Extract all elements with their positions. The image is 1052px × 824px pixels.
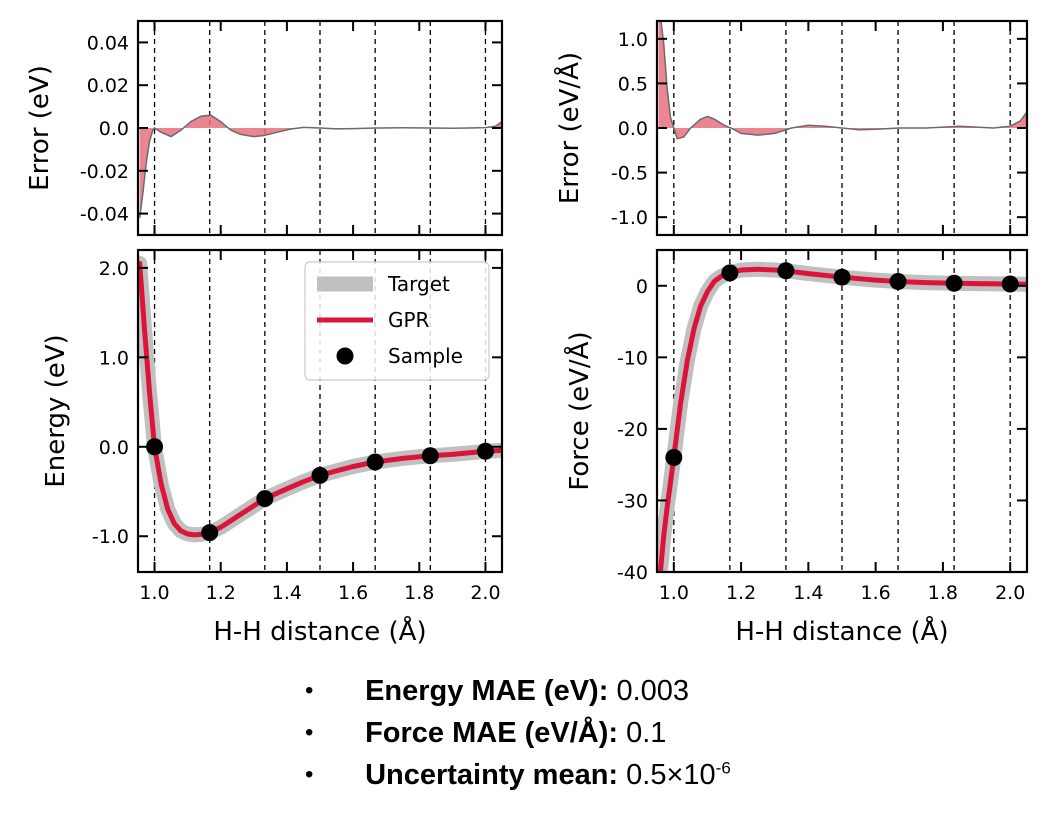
x-tick-label: 1.4 (793, 582, 823, 604)
y-axis-label: Error (eV/Å) (553, 52, 585, 204)
x-tick-label: 1.8 (928, 582, 958, 604)
summary-exponent: -6 (715, 758, 731, 778)
legend-label: GPR (388, 308, 430, 332)
sample-point (421, 447, 439, 465)
y-tick-label: 0.04 (87, 32, 129, 54)
x-axis-label: H-H distance (Å) (735, 615, 948, 647)
summary-item-uncertainty: • Uncertainty mean: 0.5×10-6 (305, 754, 905, 796)
x-tick-label: 1.8 (404, 582, 434, 604)
error-line (658, 21, 1027, 140)
y-tick-label: -0.02 (80, 161, 129, 183)
summary-list: • Energy MAE (eV): 0.003 • Force MAE (eV… (305, 670, 905, 796)
y-tick-label: 0.5 (618, 73, 648, 95)
y-tick-label: 0.0 (99, 437, 129, 459)
sample-point (201, 524, 219, 542)
y-axis-label: Energy (eV) (41, 334, 71, 487)
bullet-icon: • (305, 677, 314, 704)
x-tick-label: 1.0 (139, 582, 169, 604)
legend-sample-swatch (336, 347, 354, 365)
x-tick-label: 1.6 (861, 582, 891, 604)
y-tick-label: -10 (617, 347, 648, 369)
summary-value: 0.003 (616, 675, 690, 707)
summary-label: Uncertainty mean: (365, 759, 619, 791)
sample-point (146, 438, 164, 456)
sample-point (833, 268, 851, 286)
sample-point (665, 449, 683, 467)
bullet-icon: • (305, 761, 314, 788)
legend-label: Sample (388, 344, 463, 368)
sample-point (889, 272, 907, 290)
force-plot-area (657, 250, 1027, 572)
y-axis-label: Error (eV) (25, 65, 55, 191)
energy_error-plot-area (138, 21, 502, 235)
series-target-line (657, 261, 1027, 572)
error-line (138, 114, 502, 218)
y-tick-label: -40 (617, 562, 648, 584)
x-tick-label: 2.0 (470, 582, 500, 604)
bullet-icon: • (305, 719, 314, 746)
x-tick-label: 1.0 (659, 582, 689, 604)
y-tick-label: -30 (617, 490, 648, 512)
summary-item-energy-mae: • Energy MAE (eV): 0.003 (305, 670, 905, 712)
y-tick-label: -0.04 (80, 204, 129, 226)
energy-plot-area (138, 250, 502, 572)
sample-point (256, 490, 274, 508)
force_error-plot-area (658, 21, 1027, 235)
y-tick-label: 2.0 (99, 258, 129, 280)
sample-point (777, 262, 795, 280)
summary-value: 0.5×10 (626, 759, 716, 791)
y-tick-label: 0 (636, 276, 648, 298)
summary-label: Energy MAE (eV): (365, 675, 609, 707)
sample-point (366, 453, 384, 471)
y-tick-label: -20 (617, 419, 648, 441)
x-axis-label: H-H distance (Å) (213, 615, 426, 647)
series-gpr-line (138, 260, 502, 538)
y-tick-label: 0.0 (99, 118, 129, 140)
sample-point (311, 466, 329, 484)
sample-point (1001, 275, 1019, 293)
sample-point (945, 274, 963, 292)
axes-frame (136, 248, 504, 574)
x-tick-label: 1.4 (272, 582, 302, 604)
x-tick-label: 1.2 (206, 582, 236, 604)
summary-item-force-mae: • Force MAE (eV/Å): 0.1 (305, 712, 905, 754)
series-gpr-line (657, 266, 1027, 572)
x-tick-label: 1.2 (726, 582, 756, 604)
y-tick-label: 0.0 (618, 118, 648, 140)
sample-point (721, 264, 739, 282)
sample-point (476, 442, 494, 460)
summary-value: 0.1 (626, 717, 667, 749)
axes-frame (655, 248, 1029, 574)
y-tick-label: 1.0 (618, 29, 648, 51)
x-tick-label: 2.0 (995, 582, 1025, 604)
x-tick-label: 1.6 (338, 582, 368, 604)
error-area (139, 115, 502, 218)
y-tick-label: -1.0 (611, 207, 648, 229)
y-tick-label: -0.5 (611, 163, 648, 185)
summary-label: Force MAE (eV/Å): (365, 717, 619, 749)
y-tick-label: -1.0 (92, 526, 129, 548)
legend-label: Target (387, 272, 450, 296)
figure-canvas: -0.04 -0.02 0.0 0.02 0.04 -1.0 -0.5 0.0 0.5 1.0 1.… (25, 19, 1029, 647)
y-tick-label: 0.02 (87, 75, 129, 97)
y-axis-label: Force (eV/Å) (563, 331, 595, 490)
error-area (658, 21, 1027, 139)
y-tick-label: 1.0 (99, 347, 129, 369)
